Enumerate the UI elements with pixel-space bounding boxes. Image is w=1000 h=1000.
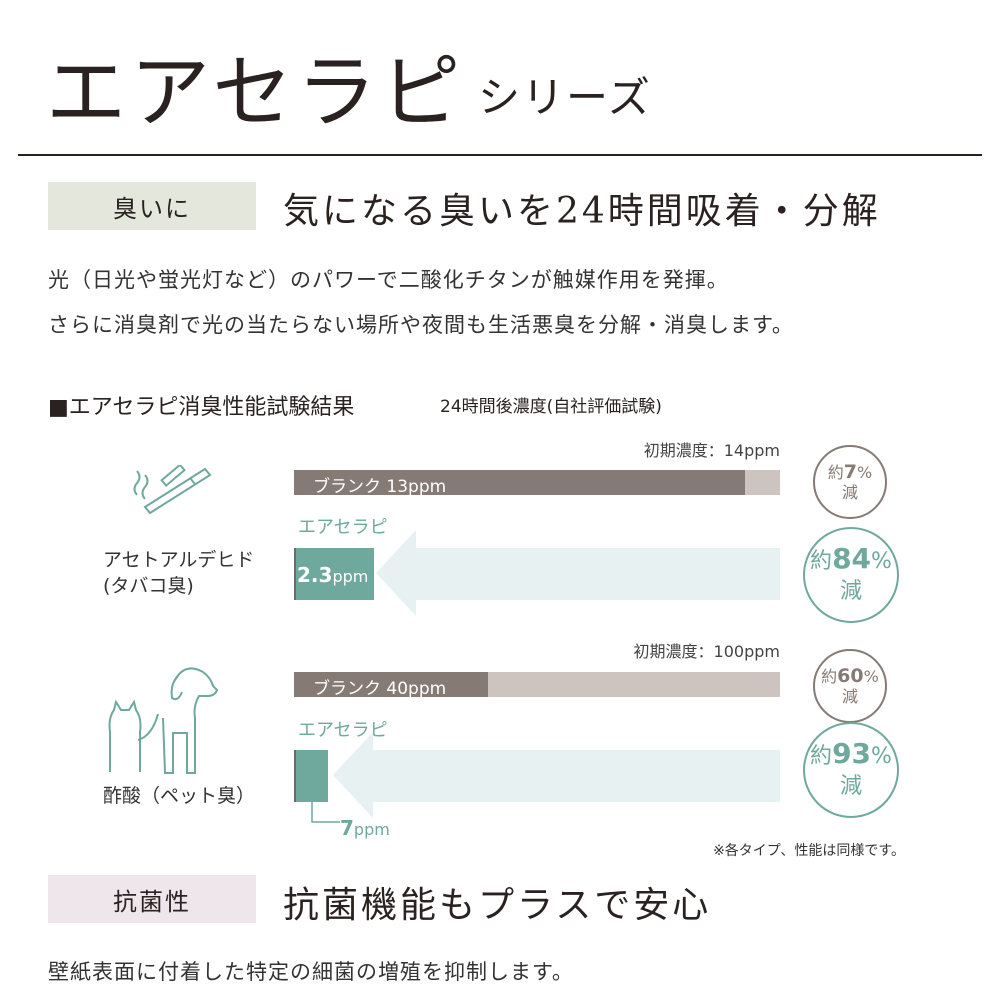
chart1-blank-label: ブランク 13ppm <box>313 477 447 497</box>
chart2-blank-label: ブランク 40ppm <box>313 679 447 699</box>
chart1-arrow <box>376 530 780 616</box>
chart1-unit: ppm <box>332 567 369 586</box>
chart1-product-value: 2.3 <box>297 563 333 587</box>
test-heading: ■エアセラピ消臭性能試験結果 <box>48 395 355 420</box>
chart2-product-bar <box>294 750 329 802</box>
chart1-product-label: エアセラピ <box>298 517 388 538</box>
chart2-unit: ppm <box>353 820 390 839</box>
chart1-product-reduction: 約84% 減 <box>803 527 899 623</box>
page-subtitle: シリーズ <box>478 73 652 122</box>
tag-deodor: 臭いに <box>48 182 256 230</box>
chart1-blank-bar <box>294 470 746 495</box>
chart1-initial-label: 初期濃度：14ppm <box>643 441 780 460</box>
chart1-product-bar <box>294 548 374 600</box>
divider <box>18 154 982 156</box>
antibac-line: 壁紙表面に付着した特定の細菌の増殖を抑制します。 <box>48 960 574 984</box>
chart2-initial-label: 初期濃度：100ppm <box>633 642 780 661</box>
tag-antibac: 抗菌性 <box>48 875 256 923</box>
chart2-product-value: 7 <box>340 816 354 840</box>
chart1-label2: (タバコ臭) <box>103 575 194 597</box>
cigarette-icon <box>133 465 212 515</box>
test-subheading: 24時間後濃度(自社評価試験) <box>440 397 662 417</box>
chart2-arrow <box>333 732 780 818</box>
chart2-label: 酢酸（ペット臭） <box>103 785 256 807</box>
leader-line <box>311 800 340 823</box>
deodor-line-2: さらに消臭剤で光の当たらない場所や夜間も生活悪臭を分解・消臭します。 <box>48 313 794 337</box>
chart2-product-reduction: 約93% 減 <box>803 722 899 818</box>
chart1-blank-reduction: 約7% 減 <box>813 445 887 519</box>
chart2-product-label: エアセラピ <box>298 720 388 741</box>
antibac-heading: 抗菌機能もプラスで安心 <box>283 885 712 926</box>
deodor-line-1: 光（日光や蛍光灯など）のパワーで二酸化チタンが触媒作用を発揮。 <box>48 268 729 292</box>
note: ※各タイプ、性能は同様です。 <box>713 843 905 859</box>
deodor-heading: 気になる臭いを24時間吸着・分解 <box>283 191 881 232</box>
chart2-blank-reduction: 約60% 減 <box>813 649 887 723</box>
dog-cat-icon <box>108 667 219 774</box>
page-title: エアセラピ <box>46 46 465 139</box>
chart1-label: アセトアルデヒド <box>103 549 255 571</box>
chart2-blank-bar <box>294 672 489 697</box>
